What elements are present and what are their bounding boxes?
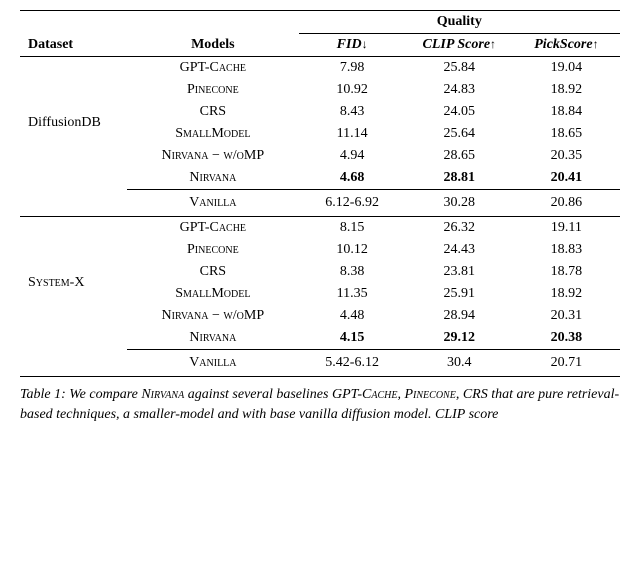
cell-pick: 20.31 bbox=[513, 305, 620, 327]
cell-pick: 18.84 bbox=[513, 101, 620, 123]
model-name: GPT-Cache bbox=[127, 57, 298, 80]
cell-clip: 30.4 bbox=[406, 350, 513, 377]
model-name: GPT-Cache bbox=[127, 217, 298, 240]
header-quality: Quality bbox=[299, 11, 620, 34]
cell-fid: 4.15 bbox=[299, 327, 406, 349]
dataset-name: System-X bbox=[20, 217, 127, 350]
caption-text: We compare Nirvana against several basel… bbox=[20, 387, 619, 422]
caption-label: Table 1: bbox=[20, 387, 66, 402]
cell-clip: 25.84 bbox=[406, 57, 513, 80]
cell-pick: 20.35 bbox=[513, 145, 620, 167]
header-clip: CLIP Score↑ bbox=[406, 34, 513, 57]
dataset-name: DiffusionDB bbox=[20, 57, 127, 190]
cell-fid: 5.42-6.12 bbox=[299, 350, 406, 377]
cell-fid: 7.98 bbox=[299, 57, 406, 80]
model-name: CRS bbox=[127, 261, 298, 283]
model-name: Nirvana − w/oMP bbox=[127, 305, 298, 327]
cell-clip: 24.83 bbox=[406, 79, 513, 101]
model-name: CRS bbox=[127, 101, 298, 123]
cell-clip: 24.43 bbox=[406, 239, 513, 261]
cell-clip: 28.94 bbox=[406, 305, 513, 327]
cell-fid: 8.15 bbox=[299, 217, 406, 240]
model-name: SmallModel bbox=[127, 283, 298, 305]
cell-fid: 11.14 bbox=[299, 123, 406, 145]
cell-clip: 28.65 bbox=[406, 145, 513, 167]
cell-clip: 28.81 bbox=[406, 167, 513, 189]
table-row: System-XGPT-Cache8.1526.3219.11 bbox=[20, 217, 620, 240]
cell-pick: 20.38 bbox=[513, 327, 620, 349]
vanilla-row: Vanilla6.12-6.9230.2820.86 bbox=[20, 190, 620, 217]
cell-clip: 25.91 bbox=[406, 283, 513, 305]
header-pick: PickScore↑ bbox=[513, 34, 620, 57]
cell-pick: 18.65 bbox=[513, 123, 620, 145]
cell-pick: 18.92 bbox=[513, 283, 620, 305]
results-table: Dataset Models Quality FID↓ CLIP Score↑ … bbox=[20, 10, 620, 377]
cell-fid: 10.92 bbox=[299, 79, 406, 101]
cell-fid: 10.12 bbox=[299, 239, 406, 261]
cell-fid: 6.12-6.92 bbox=[299, 190, 406, 217]
header-dataset: Dataset bbox=[20, 11, 127, 57]
cell-clip: 26.32 bbox=[406, 217, 513, 240]
header-models: Models bbox=[127, 11, 298, 57]
cell-fid: 4.48 bbox=[299, 305, 406, 327]
cell-clip: 29.12 bbox=[406, 327, 513, 349]
model-name: Pinecone bbox=[127, 239, 298, 261]
model-name: SmallModel bbox=[127, 123, 298, 145]
section-rule bbox=[20, 376, 620, 377]
cell-fid: 8.38 bbox=[299, 261, 406, 283]
header-fid: FID↓ bbox=[299, 34, 406, 57]
model-name: Vanilla bbox=[127, 190, 298, 217]
table-row: DiffusionDBGPT-Cache7.9825.8419.04 bbox=[20, 57, 620, 80]
cell-clip: 24.05 bbox=[406, 101, 513, 123]
cell-clip: 23.81 bbox=[406, 261, 513, 283]
cell-fid: 4.94 bbox=[299, 145, 406, 167]
model-name: Nirvana bbox=[127, 167, 298, 189]
table-caption: Table 1: We compare Nirvana against seve… bbox=[20, 385, 620, 426]
cell-pick: 19.11 bbox=[513, 217, 620, 240]
cell-pick: 18.83 bbox=[513, 239, 620, 261]
vanilla-row: Vanilla5.42-6.1230.420.71 bbox=[20, 350, 620, 377]
model-name: Nirvana bbox=[127, 327, 298, 349]
cell-pick: 20.71 bbox=[513, 350, 620, 377]
cell-pick: 19.04 bbox=[513, 57, 620, 80]
cell-pick: 20.86 bbox=[513, 190, 620, 217]
cell-fid: 8.43 bbox=[299, 101, 406, 123]
cell-clip: 25.64 bbox=[406, 123, 513, 145]
cell-pick: 18.92 bbox=[513, 79, 620, 101]
model-name: Pinecone bbox=[127, 79, 298, 101]
cell-clip: 30.28 bbox=[406, 190, 513, 217]
model-name: Vanilla bbox=[127, 350, 298, 377]
cell-pick: 18.78 bbox=[513, 261, 620, 283]
cell-pick: 20.41 bbox=[513, 167, 620, 189]
cell-fid: 4.68 bbox=[299, 167, 406, 189]
model-name: Nirvana − w/oMP bbox=[127, 145, 298, 167]
cell-fid: 11.35 bbox=[299, 283, 406, 305]
